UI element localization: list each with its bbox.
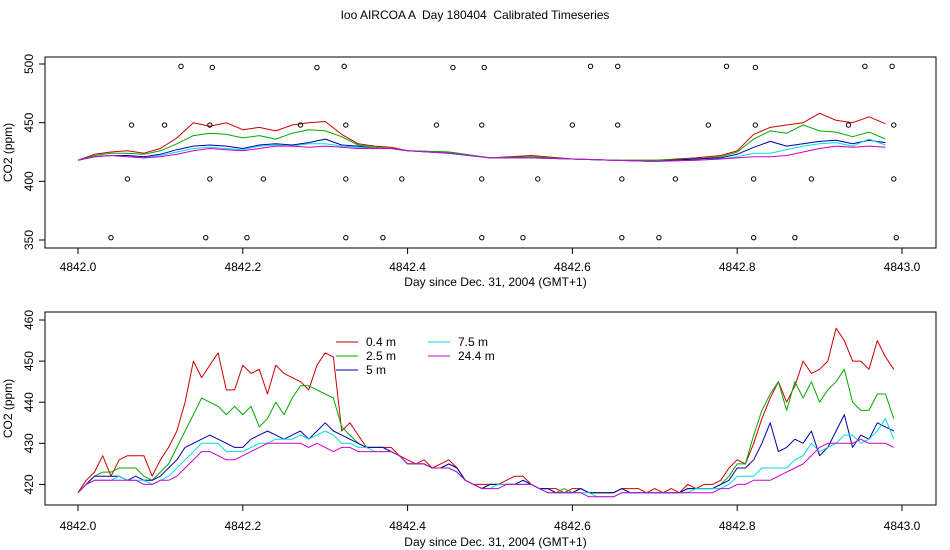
scatter-point xyxy=(207,122,213,128)
x-tick-label: 4842.8 xyxy=(719,260,756,274)
y-tick-label: 500 xyxy=(22,54,36,74)
series-line-2-5-m xyxy=(77,368,895,494)
x-tick-label: 4842.2 xyxy=(224,519,261,533)
scatter-point xyxy=(124,176,131,182)
scatter-point xyxy=(808,176,815,182)
series-line-5-m xyxy=(77,414,895,494)
scatter-point xyxy=(723,63,730,70)
scatter-point xyxy=(615,63,621,70)
scatter-point xyxy=(889,63,895,70)
y-tick-label: 440 xyxy=(22,392,36,412)
scatter-point xyxy=(535,176,541,182)
scatter-point xyxy=(343,122,349,128)
scatter-point xyxy=(752,122,759,128)
x-tick-label: 4842.2 xyxy=(224,260,261,274)
scatter-point xyxy=(705,122,712,128)
scatter-point xyxy=(750,234,757,241)
y-axis-label: CO2 (ppm) xyxy=(1,123,15,182)
legend-label: 2.5 m xyxy=(366,349,396,363)
x-tick-label: 4843.0 xyxy=(884,519,921,533)
x-tick-label: 4842.4 xyxy=(389,260,426,274)
scatter-point xyxy=(479,122,485,128)
scatter-point xyxy=(343,176,349,182)
legend-label: 24.4 m xyxy=(458,349,495,363)
scatter-point xyxy=(297,122,304,128)
chart-panel-2: 4842.0 4842.2 4842.4 4842.6 4842.8 4843.0 420 4… xyxy=(1,310,937,549)
scatter-point xyxy=(343,234,349,241)
y-tick-label: 420 xyxy=(22,474,36,494)
chart-title: Ioo AIRCOA A Day 180404 Calibrated Times… xyxy=(340,8,610,22)
legend-label: 5 m xyxy=(366,363,386,377)
scatter-point xyxy=(792,234,798,241)
scatter-point xyxy=(615,122,621,128)
scatter-point xyxy=(891,176,897,182)
scatter-point xyxy=(479,176,485,182)
x-tick-label: 4842.6 xyxy=(554,260,591,274)
scatter-point xyxy=(380,234,386,241)
series-line-0-4-m xyxy=(77,327,895,494)
scatter-point xyxy=(433,122,440,128)
scatter-point xyxy=(244,234,250,241)
scatter-point xyxy=(203,234,209,241)
series-line-24-4-m xyxy=(77,438,895,498)
legend: 0.4 m2.5 m5 m 7.5 m24.4 m xyxy=(336,335,495,377)
x-tick-label: 4842.0 xyxy=(60,260,97,274)
y-tick-label: 430 xyxy=(22,433,36,453)
scatter-point xyxy=(450,64,456,71)
y-tick-label: 460 xyxy=(22,310,36,330)
chart-panel-1: 4842.0 4842.2 4842.4 4842.6 4842.8 4843.0 350 4… xyxy=(1,54,937,289)
y-axis-label: CO2 (ppm) xyxy=(1,379,15,438)
scatter-point xyxy=(341,63,347,70)
scatter-point xyxy=(750,176,757,182)
scatter-point xyxy=(399,176,405,182)
scatter-point xyxy=(108,234,114,241)
scatter-point xyxy=(619,234,625,241)
series-line-0-4-m xyxy=(77,112,886,161)
scatter-point xyxy=(862,63,868,70)
series-line-24-4-m xyxy=(77,145,886,162)
scatter-point xyxy=(893,234,899,241)
series-line-7-5-m xyxy=(77,418,895,498)
scatter-point xyxy=(672,176,679,182)
plot-frame xyxy=(44,311,937,506)
scatter-point xyxy=(209,64,216,71)
scatter-point xyxy=(128,122,135,128)
x-tick-label: 4842.8 xyxy=(719,519,756,533)
scatter-point xyxy=(656,234,662,241)
scatter-point xyxy=(619,176,625,182)
y-tick-label: 350 xyxy=(22,230,36,250)
x-tick-label: 4842.0 xyxy=(60,519,97,533)
scatter-point xyxy=(314,64,320,71)
scatter-point xyxy=(752,64,759,71)
scatter-point xyxy=(569,122,576,128)
x-tick-label: 4842.4 xyxy=(389,519,426,533)
x-tick-label: 4842.6 xyxy=(554,519,591,533)
scatter-point xyxy=(520,234,526,241)
scatter-point xyxy=(481,64,487,71)
plot-frame xyxy=(44,56,937,249)
legend-label: 0.4 m xyxy=(366,335,396,349)
scatter-point xyxy=(161,122,168,128)
scatter-point xyxy=(207,176,213,182)
scatter-point xyxy=(260,176,267,182)
scatter-point xyxy=(479,234,485,241)
x-axis-label: Day since Dec. 31, 2004 (GMT+1) xyxy=(404,535,586,549)
x-tick-label: 4843.0 xyxy=(884,260,921,274)
x-axis-label: Day since Dec. 31, 2004 (GMT+1) xyxy=(404,275,586,289)
scatter-point xyxy=(587,63,594,70)
scatter-point xyxy=(845,122,852,128)
y-tick-label: 450 xyxy=(22,112,36,132)
legend-label: 7.5 m xyxy=(458,335,488,349)
scatter-point xyxy=(178,63,184,70)
y-tick-label: 450 xyxy=(22,351,36,371)
y-tick-label: 400 xyxy=(22,171,36,191)
scatter-point xyxy=(891,122,897,128)
